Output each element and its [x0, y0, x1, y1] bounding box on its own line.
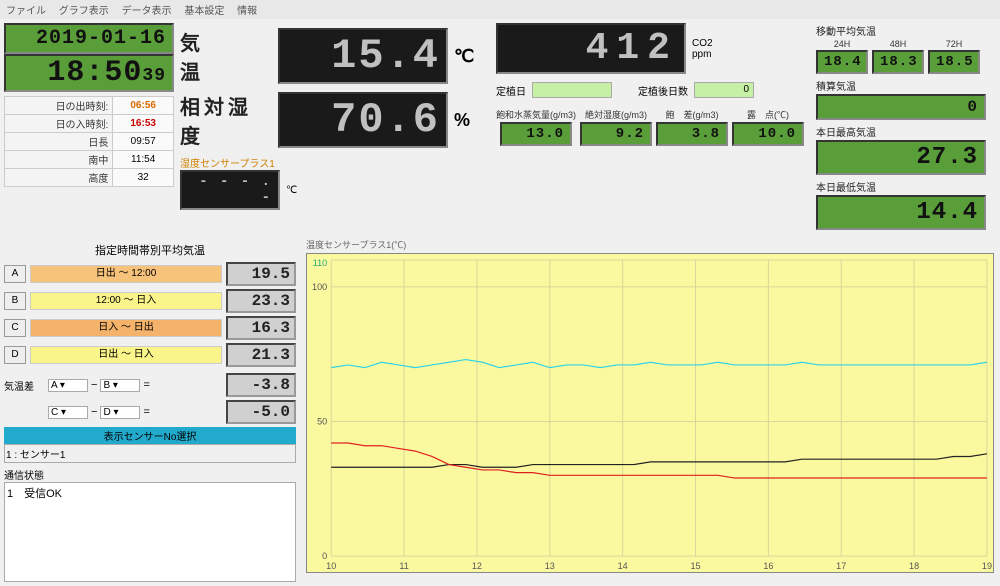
- avg-range-3: 日出 ～ 日入: [30, 346, 222, 364]
- avg-val-2: 16.3: [226, 316, 296, 340]
- co2-label: CO2: [692, 38, 713, 49]
- sub-cap-2: 飽 差(g/m3): [666, 108, 719, 121]
- svg-text:14: 14: [618, 561, 628, 571]
- integrated-value: 0: [816, 94, 986, 120]
- avg-btn-C[interactable]: C: [4, 319, 26, 337]
- movavg-val-1: 18.3: [872, 50, 924, 74]
- moving-avg-label: 移動平均気温: [816, 23, 996, 38]
- altitude-value: 32: [113, 169, 174, 187]
- avg-btn-A[interactable]: A: [4, 265, 26, 283]
- temp-value: 15.4: [278, 28, 448, 84]
- today-low-label: 本日最低気温: [816, 179, 996, 194]
- planting-date-field[interactable]: [532, 82, 612, 98]
- svg-text:18: 18: [909, 561, 919, 571]
- temp-diff-label: 気温差: [4, 378, 44, 393]
- menu-file[interactable]: ファイル: [6, 6, 46, 17]
- sub-cap-3: 露 点(℃): [747, 108, 789, 121]
- sub-val-2: 3.8: [656, 122, 728, 146]
- menu-data[interactable]: データ表示: [122, 6, 172, 17]
- diff-sel-b-0[interactable]: B ▾: [100, 379, 140, 392]
- svg-text:17: 17: [836, 561, 846, 571]
- svg-text:100: 100: [312, 282, 327, 292]
- sub-readings-row: 飽和水蒸気量(g/m3) 13.0 絶対湿度(g/m3) 9.2 飽 差(g/m3)…: [496, 108, 810, 146]
- left-panel: 指定時間帯別平均気温 A 日出 ～ 12:00 19.5 B 12:00 ～ 日入…: [0, 234, 300, 586]
- today-high-label: 本日最高気温: [816, 124, 996, 139]
- diff-sel-a-1[interactable]: C ▾: [48, 406, 88, 419]
- avg-btn-B[interactable]: B: [4, 292, 26, 310]
- movavg-cap-0: 24H: [834, 39, 851, 49]
- svg-text:13: 13: [545, 561, 555, 571]
- avg-range-2: 日入 ～ 日出: [30, 319, 222, 337]
- date-display: 2019-01-16: [4, 23, 174, 54]
- movavg-val-2: 18.5: [928, 50, 980, 74]
- co2-value: 412: [496, 23, 686, 74]
- sun-table: 日の出時刻:06:56 日の入時刻:16:53 日長09:57 南中11:54 …: [4, 96, 174, 187]
- comm-status-box: 1 受信OK: [4, 482, 296, 582]
- sensor-select-dropdown[interactable]: 1 : センサー1: [4, 444, 296, 463]
- temp-diff-value-0: -3.8: [226, 373, 296, 397]
- menu-settings[interactable]: 基本設定: [184, 6, 224, 17]
- rh-label: 相対湿度: [180, 91, 272, 149]
- sunrise-value: 06:56: [113, 97, 174, 115]
- svg-text:50: 50: [317, 417, 327, 427]
- menu-info[interactable]: 情報: [237, 6, 257, 17]
- top-panel: 2019-01-16 18:5039 日の出時刻:06:56 日の入時刻:16:…: [0, 19, 1000, 234]
- comm-status-label: 通信状態: [4, 467, 296, 482]
- chart-title: 温度センサープラス1(℃): [306, 238, 994, 251]
- svg-text:16: 16: [763, 561, 773, 571]
- sensor-plus-label: 湿度センサープラス1: [180, 155, 490, 170]
- rh-value: 70.6: [278, 92, 448, 148]
- sub-val-3: 10.0: [732, 122, 804, 146]
- svg-text:10: 10: [326, 561, 336, 571]
- avg-range-0: 日出 ～ 12:00: [30, 265, 222, 283]
- svg-text:11: 11: [399, 561, 408, 571]
- temp-label: 気 温: [180, 27, 272, 85]
- sub-cap-0: 飽和水蒸気量(g/m3): [496, 108, 576, 121]
- avg-val-3: 21.3: [226, 343, 296, 367]
- planting-date-label: 定植日: [496, 83, 526, 98]
- rh-unit: %: [454, 110, 470, 131]
- movavg-cap-1: 48H: [890, 39, 907, 49]
- co2-unit: ppm: [692, 49, 713, 60]
- diff-sel-a-0[interactable]: A ▾: [48, 379, 88, 392]
- daylength-value: 09:57: [113, 133, 174, 151]
- svg-text:110: 110: [313, 258, 327, 268]
- planting-days-value: 0: [694, 82, 754, 98]
- today-high-value: 27.3: [816, 140, 986, 175]
- svg-text:0: 0: [322, 551, 327, 561]
- sensor-select-bar: 表示センサーNo選択: [4, 427, 296, 444]
- planting-days-label: 定植後日数: [638, 83, 688, 98]
- menu-graph[interactable]: グラフ表示: [59, 6, 109, 17]
- avg-range-1: 12:00 ～ 日入: [30, 292, 222, 310]
- trend-chart: 0 50 100 110 10 11 12 13 14 15 16 17 18 19: [306, 253, 994, 573]
- avg-val-0: 19.5: [226, 262, 296, 286]
- svg-text:15: 15: [690, 561, 700, 571]
- temp-diff-value-1: -5.0: [226, 400, 296, 424]
- sub-val-1: 9.2: [580, 122, 652, 146]
- diff-sel-b-1[interactable]: D ▾: [100, 406, 140, 419]
- sensor-plus-value: - - - . -: [180, 170, 280, 210]
- sub-val-0: 13.0: [500, 122, 572, 146]
- sunset-value: 16:53: [113, 115, 174, 133]
- menu-bar: ファイル グラフ表示 データ表示 基本設定 情報: [0, 0, 1000, 19]
- svg-text:19: 19: [982, 561, 992, 571]
- svg-text:12: 12: [472, 561, 482, 571]
- time-display: 18:5039: [4, 54, 174, 92]
- movavg-cap-2: 72H: [946, 39, 963, 49]
- sub-cap-1: 絶対湿度(g/m3): [585, 108, 647, 121]
- movavg-val-0: 18.4: [816, 50, 868, 74]
- integrated-label: 積算気温: [816, 78, 996, 93]
- avg-val-1: 23.3: [226, 289, 296, 313]
- today-low-value: 14.4: [816, 195, 986, 230]
- time-avg-title: 指定時間帯別平均気温: [4, 242, 296, 258]
- moving-avg-row: 24H 18.4 48H 18.3 72H 18.5: [816, 39, 996, 74]
- temp-unit: ℃: [454, 46, 474, 67]
- noon-value: 11:54: [113, 151, 174, 169]
- avg-btn-D[interactable]: D: [4, 346, 26, 364]
